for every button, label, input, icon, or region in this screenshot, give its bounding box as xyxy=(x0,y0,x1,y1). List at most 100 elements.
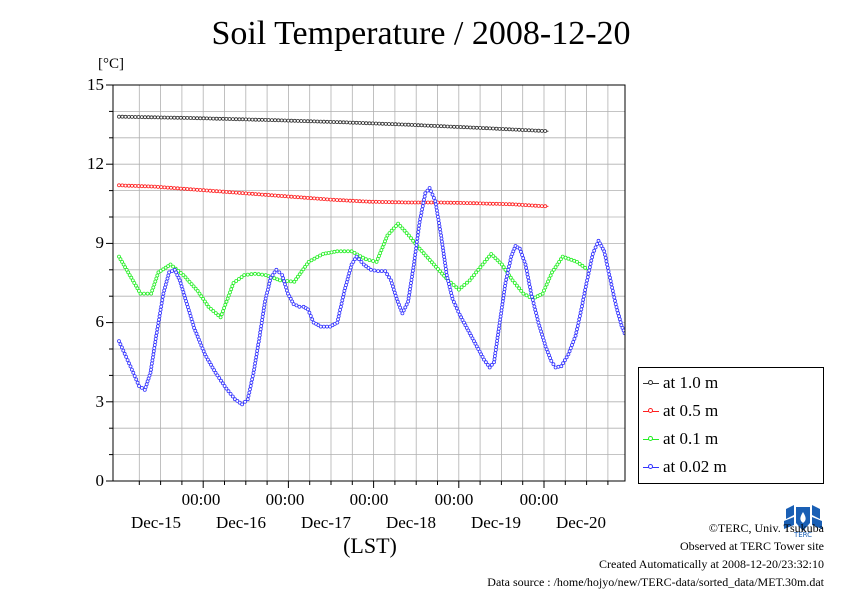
data-point xyxy=(496,326,501,331)
data-point xyxy=(146,184,151,189)
data-point xyxy=(178,281,183,286)
data-point xyxy=(323,251,328,256)
data-point xyxy=(493,348,498,352)
data-point xyxy=(273,193,278,198)
data-point xyxy=(402,228,407,233)
data-point xyxy=(494,201,499,206)
data-point xyxy=(253,358,258,363)
data-point xyxy=(427,258,432,262)
data-point xyxy=(256,339,261,344)
data-point xyxy=(495,258,500,263)
data-point xyxy=(282,118,287,123)
data-point xyxy=(387,231,392,236)
data-point xyxy=(204,302,209,307)
data-point xyxy=(225,296,230,301)
data-point xyxy=(185,305,190,310)
data-point xyxy=(126,270,131,275)
data-point xyxy=(175,115,180,120)
data-point xyxy=(572,336,577,341)
data-point xyxy=(363,257,368,262)
data-point xyxy=(250,377,255,382)
data-point xyxy=(297,272,302,277)
data-point xyxy=(417,223,422,228)
data-point xyxy=(435,124,440,128)
data-point xyxy=(409,123,414,127)
data-point xyxy=(393,200,398,205)
data-point xyxy=(455,200,460,205)
data-point xyxy=(453,303,458,308)
data-point xyxy=(406,233,411,238)
data-point xyxy=(367,258,372,263)
data-point xyxy=(338,304,343,309)
data-point xyxy=(305,307,310,312)
data-point xyxy=(532,304,537,309)
data-point xyxy=(150,288,155,293)
data-point xyxy=(268,275,273,280)
data-point xyxy=(517,202,521,207)
data-point xyxy=(510,278,515,283)
data-point xyxy=(417,246,422,251)
data-point xyxy=(510,202,515,207)
data-point xyxy=(533,203,538,208)
data-point xyxy=(540,332,544,337)
data-point xyxy=(498,314,503,319)
data-point xyxy=(179,284,184,289)
data-point xyxy=(279,194,284,198)
data-point xyxy=(439,239,444,244)
data-point xyxy=(221,309,225,314)
data-point xyxy=(538,326,543,331)
data-point xyxy=(566,352,571,357)
data-point xyxy=(412,259,417,264)
data-point xyxy=(182,293,187,298)
data-point xyxy=(130,183,134,188)
y-tick-label: 9 xyxy=(95,233,105,252)
data-point xyxy=(160,298,165,303)
data-point xyxy=(354,254,359,259)
data-point xyxy=(255,348,260,353)
data-point xyxy=(383,269,388,274)
data-point xyxy=(260,314,265,319)
x-day-label: Dec-19 xyxy=(470,513,522,532)
data-point xyxy=(523,262,528,267)
data-point xyxy=(352,257,357,262)
data-point xyxy=(158,311,163,316)
data-point xyxy=(472,273,476,278)
legend-label: at 1.0 m xyxy=(663,373,719,392)
data-point xyxy=(321,324,326,329)
data-point xyxy=(416,226,421,231)
data-point xyxy=(478,201,483,206)
data-point xyxy=(332,249,337,254)
legend-swatch xyxy=(643,463,659,469)
data-point xyxy=(526,275,530,280)
data-point xyxy=(169,115,173,120)
data-point xyxy=(162,185,167,190)
data-point xyxy=(436,217,441,222)
data-point xyxy=(284,288,289,293)
data-point xyxy=(387,200,391,205)
data-point xyxy=(156,184,160,189)
data-point xyxy=(374,259,379,264)
data-point xyxy=(563,358,567,363)
data-point xyxy=(413,123,417,127)
data-point xyxy=(542,288,546,293)
data-point xyxy=(383,200,388,204)
data-point xyxy=(430,192,435,197)
data-point xyxy=(420,204,425,209)
data-point xyxy=(273,118,278,123)
data-point xyxy=(445,124,450,129)
data-point xyxy=(247,390,252,395)
data-point xyxy=(507,261,512,266)
data-point xyxy=(617,314,621,319)
data-point xyxy=(269,193,274,198)
data-point xyxy=(520,128,525,132)
y-tick-label: 12 xyxy=(87,154,104,173)
data-point xyxy=(603,255,608,260)
data-point xyxy=(571,340,576,344)
data-point xyxy=(312,119,317,124)
data-point xyxy=(528,285,532,290)
data-point xyxy=(291,302,296,307)
data-point xyxy=(159,185,164,190)
data-point xyxy=(205,357,210,362)
data-point xyxy=(499,262,504,267)
data-point xyxy=(579,307,584,312)
